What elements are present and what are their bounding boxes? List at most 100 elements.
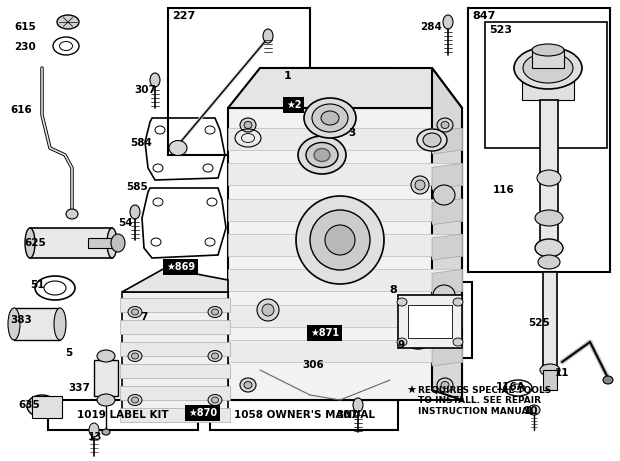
- Ellipse shape: [603, 376, 613, 384]
- Ellipse shape: [353, 398, 363, 412]
- Ellipse shape: [150, 73, 160, 87]
- Text: 116A: 116A: [496, 382, 526, 392]
- Bar: [122, 292, 228, 420]
- Ellipse shape: [8, 308, 20, 340]
- Text: ★870: ★870: [188, 408, 217, 418]
- Bar: [543, 370, 557, 390]
- Ellipse shape: [240, 118, 256, 132]
- Text: 1058 OWNER'S MANUAL: 1058 OWNER'S MANUAL: [234, 410, 374, 420]
- Ellipse shape: [538, 255, 560, 269]
- Ellipse shape: [131, 397, 138, 403]
- Text: 11: 11: [555, 368, 570, 378]
- Bar: [120, 364, 230, 378]
- Ellipse shape: [128, 350, 142, 361]
- Text: 1: 1: [284, 71, 292, 81]
- Ellipse shape: [107, 228, 117, 258]
- Text: 307: 307: [134, 85, 156, 95]
- Ellipse shape: [262, 304, 274, 316]
- Ellipse shape: [532, 44, 564, 56]
- Ellipse shape: [89, 423, 99, 437]
- Text: ★869: ★869: [166, 262, 195, 272]
- Ellipse shape: [535, 210, 563, 226]
- Polygon shape: [432, 340, 462, 366]
- Ellipse shape: [453, 298, 463, 306]
- Bar: [408, 305, 452, 338]
- Ellipse shape: [304, 98, 356, 138]
- Ellipse shape: [397, 338, 407, 346]
- Ellipse shape: [325, 225, 355, 255]
- Ellipse shape: [54, 308, 66, 340]
- Bar: [94, 360, 118, 396]
- Ellipse shape: [441, 122, 449, 129]
- Polygon shape: [432, 234, 462, 260]
- Ellipse shape: [310, 210, 370, 270]
- Text: 635: 635: [18, 400, 40, 410]
- Bar: [120, 408, 230, 422]
- Ellipse shape: [411, 176, 429, 194]
- Ellipse shape: [306, 142, 338, 167]
- Ellipse shape: [415, 180, 425, 190]
- Bar: [88, 238, 118, 248]
- Bar: [120, 342, 230, 356]
- Ellipse shape: [399, 311, 437, 349]
- Ellipse shape: [27, 395, 57, 417]
- Bar: [168, 8, 310, 155]
- Bar: [30, 228, 112, 258]
- Text: 585: 585: [126, 182, 148, 192]
- Ellipse shape: [321, 111, 339, 125]
- Bar: [522, 68, 574, 100]
- Bar: [228, 305, 462, 327]
- Ellipse shape: [211, 353, 218, 359]
- Ellipse shape: [443, 15, 453, 29]
- Ellipse shape: [528, 405, 540, 415]
- Text: 10: 10: [524, 406, 539, 416]
- Ellipse shape: [423, 133, 441, 147]
- Text: 625: 625: [24, 238, 46, 248]
- Ellipse shape: [240, 378, 256, 392]
- Text: REQUIRES SPECIAL TOOLS
TO INSTALL. SEE REPAIR
INSTRUCTION MANUAL.: REQUIRES SPECIAL TOOLS TO INSTALL. SEE R…: [418, 386, 551, 416]
- Polygon shape: [432, 269, 462, 296]
- Ellipse shape: [433, 285, 455, 305]
- Polygon shape: [228, 68, 462, 108]
- Ellipse shape: [25, 228, 35, 258]
- Ellipse shape: [66, 209, 78, 219]
- Ellipse shape: [441, 382, 449, 389]
- Bar: [228, 340, 462, 362]
- Text: 584: 584: [130, 138, 152, 148]
- Text: 1019 LABEL KIT: 1019 LABEL KIT: [77, 410, 169, 420]
- Text: ★: ★: [406, 386, 416, 396]
- Text: 3: 3: [348, 128, 355, 138]
- Ellipse shape: [298, 136, 346, 174]
- Bar: [120, 320, 230, 334]
- Text: 306: 306: [302, 360, 324, 370]
- Ellipse shape: [535, 239, 563, 257]
- Text: ★871: ★871: [310, 328, 339, 338]
- Text: 227: 227: [172, 11, 195, 21]
- Bar: [228, 234, 462, 256]
- Ellipse shape: [208, 350, 222, 361]
- Polygon shape: [122, 268, 228, 292]
- Text: 54: 54: [118, 218, 133, 228]
- Ellipse shape: [211, 309, 218, 315]
- Ellipse shape: [417, 129, 447, 151]
- Bar: [228, 108, 462, 400]
- Polygon shape: [432, 128, 462, 154]
- Text: 9: 9: [398, 340, 405, 350]
- Bar: [532, 50, 564, 68]
- Bar: [228, 199, 462, 221]
- Bar: [32, 396, 62, 418]
- Text: ereplaceablparts.com: ereplaceablparts.com: [249, 206, 371, 215]
- Ellipse shape: [540, 364, 560, 376]
- Bar: [14, 308, 60, 340]
- Bar: [228, 128, 462, 150]
- Ellipse shape: [97, 350, 115, 362]
- Text: 230: 230: [14, 42, 36, 52]
- Ellipse shape: [523, 53, 573, 83]
- Ellipse shape: [407, 319, 429, 341]
- Bar: [120, 298, 230, 312]
- Text: 523: 523: [489, 25, 512, 35]
- Ellipse shape: [244, 382, 252, 389]
- Text: 7: 7: [140, 312, 148, 322]
- Bar: [543, 272, 557, 368]
- Bar: [280, 68, 390, 155]
